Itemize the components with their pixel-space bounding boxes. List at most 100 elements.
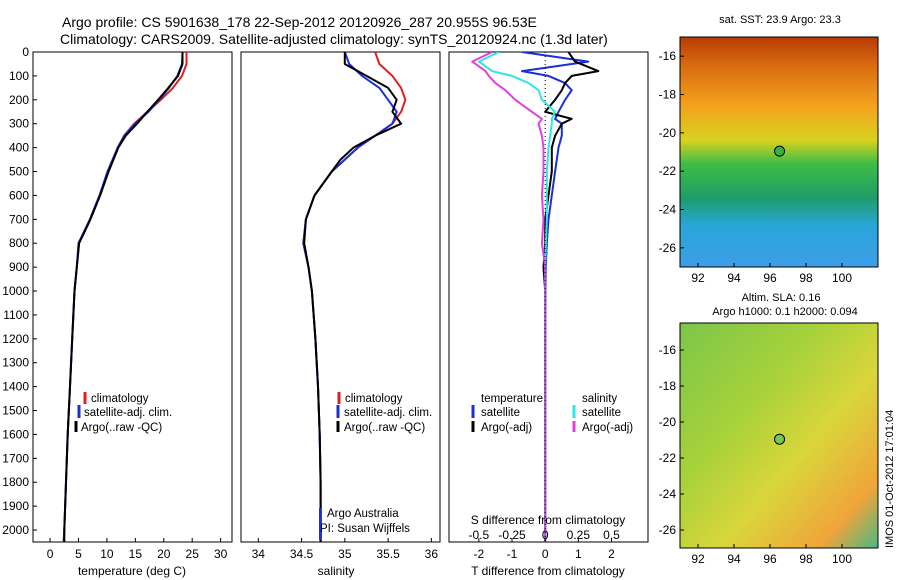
legend-label-s-argo: Argo(-adj) — [582, 422, 633, 434]
depth-tick-label: 1300 — [2, 356, 29, 370]
argo-location-marker — [774, 433, 786, 445]
x-tick-label: 30 — [214, 547, 228, 561]
map-y-tick-label: -20 — [659, 415, 677, 429]
x-tick-label: 0 — [47, 547, 54, 561]
series-line — [471, 52, 547, 542]
sst-map — [679, 36, 879, 268]
legend-label-satellite-adj: satellite-adj. clim. — [344, 407, 432, 419]
depth-tick-label: 400 — [9, 141, 29, 155]
depth-tick-label: 1900 — [2, 499, 29, 513]
x-tick-label: -2 — [474, 547, 485, 561]
salinity-panel-frame — [240, 51, 441, 543]
map-y-tick-label: -26 — [659, 523, 677, 537]
depth-tick-label: 1100 — [3, 308, 29, 322]
x-tick-label: 25 — [186, 547, 200, 561]
series-line — [302, 52, 398, 542]
sla-map — [679, 322, 879, 549]
map-x-tick-label: 96 — [763, 271, 777, 285]
map-x-tick-label: 100 — [832, 552, 852, 566]
difference-series-group — [471, 52, 600, 542]
depth-tick-label: 100 — [9, 69, 29, 83]
x-tick-label: 0 — [542, 547, 549, 561]
sst-map-frame — [679, 36, 879, 268]
s-tick-label: 0 — [542, 528, 549, 542]
map-y-tick-label: -16 — [659, 343, 677, 357]
difference-legend: temperature satellite Argo(-adj) salinit… — [471, 393, 633, 434]
depth-tick-label: 800 — [9, 236, 29, 250]
temperature-x-label: temperature (deg C) — [78, 564, 186, 578]
salinity-x-axis: 34 34.5 35 35.5 36 — [252, 538, 439, 561]
series-line — [303, 52, 403, 542]
x-tick-label: 35.5 — [376, 547, 400, 561]
map-x-tick-label: 98 — [799, 271, 813, 285]
map-y-tick-label: -22 — [659, 451, 677, 465]
x-tick-label: 36 — [425, 547, 439, 561]
x-tick-label: 34 — [252, 547, 266, 561]
depth-tick-label: 300 — [9, 117, 29, 131]
series-line — [477, 52, 557, 542]
map-x-tick-label: 98 — [799, 552, 813, 566]
map-y-tick-label: -24 — [659, 487, 677, 501]
x-tick-label: 20 — [157, 547, 171, 561]
legend-label-climatology: climatology — [91, 393, 149, 405]
salinity-series-group — [302, 52, 407, 542]
x-tick-label: 15 — [129, 547, 143, 561]
x-tick-label: 34.5 — [290, 547, 314, 561]
map-y-tick-label: -22 — [659, 164, 677, 178]
imos-timestamp: IMOS 01-Oct-2012 17:01:04 — [884, 410, 896, 548]
map-y-tick-label: -18 — [659, 379, 677, 393]
s-tick-label: 0.25 — [567, 528, 591, 542]
map-x-tick-label: 94 — [727, 271, 741, 285]
map-y-tick-label: -20 — [659, 126, 677, 140]
map-y-tick-label: -26 — [659, 241, 677, 255]
temperature-panel-frame — [32, 51, 233, 543]
salinity-legend: climatology satellite-adj. clim. Argo(..… — [336, 392, 432, 434]
depth-tick-label: 200 — [9, 93, 29, 107]
map-x-tick-label: 100 — [832, 271, 852, 285]
map-y-tick-label: -18 — [659, 88, 677, 102]
series-line — [62, 52, 188, 542]
map-y-tick-label: -16 — [659, 49, 677, 63]
credit-pi: PI: Susan Wijffels — [320, 523, 410, 535]
x-tick-label: 1 — [575, 547, 582, 561]
difference-x-axis: -2 -0.5 -1 -0.25 0 0 1 0.25 2 0.5 — [469, 528, 621, 561]
depth-tick-label: 500 — [9, 165, 29, 179]
depth-tick-label: 2000 — [2, 523, 29, 537]
figure-title: Argo profile: CS 5901638_178 22-Sep-2012… — [62, 14, 537, 30]
depth-tick-label: 1700 — [2, 451, 29, 465]
series-line — [521, 52, 590, 542]
depth-tick-label: 1000 — [2, 284, 29, 298]
legend-label-argo: Argo(..raw -QC) — [344, 422, 425, 434]
series-line — [63, 52, 184, 542]
depth-tick-label: 1500 — [2, 404, 29, 418]
depth-tick-label: 1400 — [2, 380, 29, 394]
depth-tick-label: 1200 — [2, 332, 29, 346]
credit-argo-australia: Argo Australia — [327, 508, 399, 520]
t-difference-x-label: T difference from climatology — [471, 564, 625, 578]
sla-map-frame — [679, 322, 879, 549]
x-tick-label: -1 — [507, 547, 518, 561]
x-tick-label: 5 — [75, 547, 82, 561]
argo-location-marker — [774, 145, 786, 157]
map-x-tick-label: 92 — [691, 552, 705, 566]
legend-label-t-satellite: satellite — [481, 407, 520, 419]
legend-label-climatology: climatology — [345, 393, 403, 405]
s-tick-label: -0.25 — [498, 528, 526, 542]
depth-tick-label: 1600 — [2, 427, 29, 441]
s-tick-label: 0.5 — [603, 528, 620, 542]
difference-panel-frame — [448, 51, 649, 543]
legend-label-argo: Argo(..raw -QC) — [81, 422, 162, 434]
s-tick-label: -0.5 — [469, 528, 490, 542]
depth-tick-label: 900 — [9, 260, 29, 274]
sst-map-title: sat. SST: 23.9 Argo: 23.3 — [719, 14, 841, 26]
sst-map-axes: 92 94 96 98 100 -16 -18 -20 -22 -24 -26 — [659, 49, 853, 285]
x-tick-label: 10 — [100, 547, 114, 561]
legend-label-s-satellite: satellite — [582, 407, 621, 419]
sla-map-axes: 92 94 96 98 100 -16 -18 -20 -22 -24 -26 — [659, 343, 853, 566]
temperature-legend: climatology satellite-adj. clim. Argo(..… — [74, 392, 172, 434]
depth-tick-label: 700 — [9, 212, 29, 226]
legend-heading-temperature: temperature — [481, 393, 543, 405]
salinity-x-label: salinity — [318, 564, 355, 578]
map-x-tick-label: 94 — [727, 552, 741, 566]
